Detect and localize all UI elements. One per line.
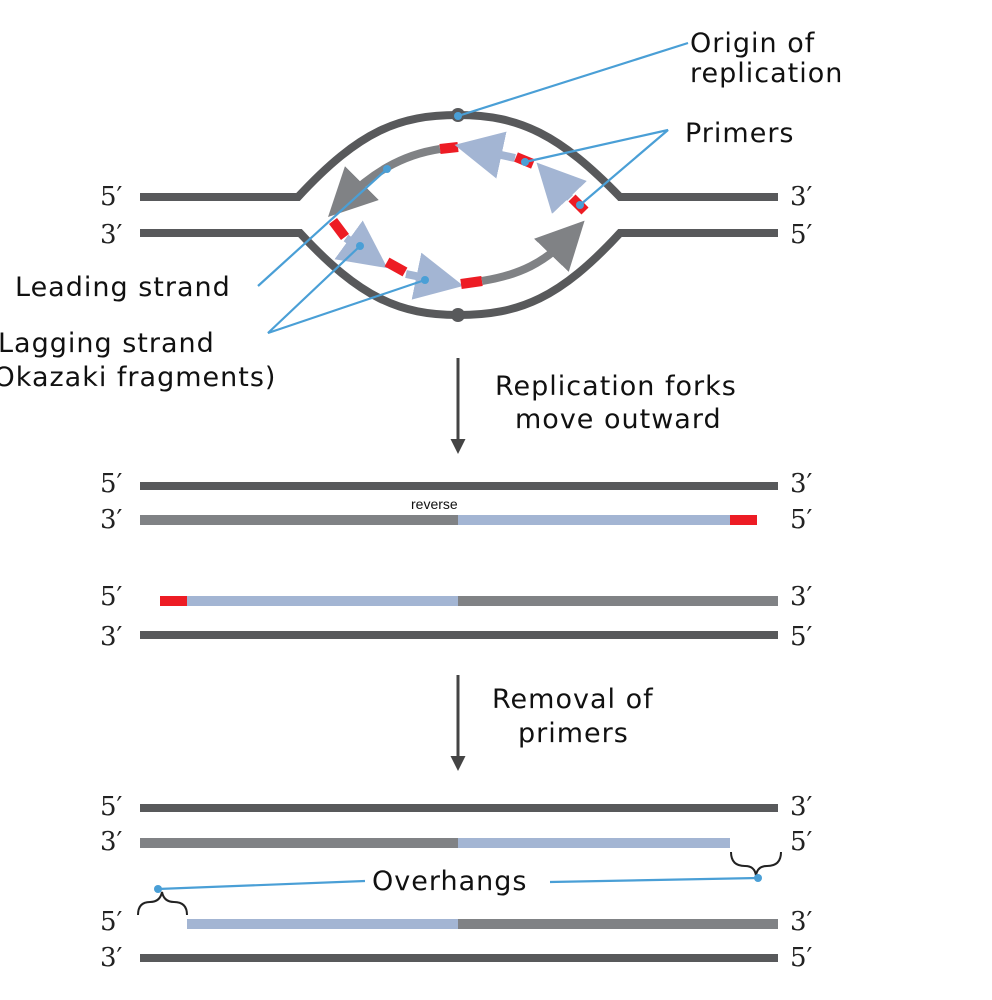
primer [439,142,459,154]
leading-strand-right [481,220,585,285]
callout-dot [356,242,364,250]
primer [329,218,349,240]
end-label: 5′ [100,182,123,212]
callout-dot [576,201,584,209]
origin-label: Origin of [690,28,816,59]
leading-strand-left [328,145,441,217]
end-label: 5′ [100,792,123,822]
end-label: 5′ [100,469,123,499]
primers-callout-line [524,128,669,206]
origin-dot-bottom [451,308,465,322]
callout-dot [521,158,529,166]
end-label: 3′ [790,792,813,822]
overhangs-callout-line [157,879,366,891]
reverse-label: reverse [411,496,458,512]
daughter-duplexes [140,482,778,639]
okazaki-fragment [536,162,587,214]
step-label: Removal of [492,684,654,715]
end-label: 3′ [790,182,813,212]
okazaki-fragment [454,131,516,179]
end-label: 3′ [100,622,123,652]
end-label: 3′ [100,827,123,857]
origin-label: replication [690,58,843,89]
end-label: 5′ [790,220,813,250]
end-label: 3′ [790,907,813,937]
callout-dot [154,885,162,893]
overhangs-callout-line [549,876,759,884]
replication-bubble [140,41,778,335]
end-label: 3′ [100,220,123,250]
callout-dot [383,165,391,173]
duplexes-after-primer-removal [137,804,782,962]
end-label: 5′ [790,505,813,535]
leading-callout-line [257,168,388,287]
end-label: 3′ [100,943,123,973]
end-label: 5′ [100,907,123,937]
callout-dot [754,874,762,882]
step-label: Replication forks [495,371,737,402]
end-label: 3′ [790,582,813,612]
overhang-brace [730,851,782,877]
parental-strand-top [140,110,778,201]
lagging-strand-label: Lagging strand [0,328,215,359]
origin-callout-line [457,41,689,118]
callout-dot [421,276,429,284]
primers-label: Primers [685,118,795,149]
overhang-brace [137,891,188,916]
primer [460,276,483,289]
step-label: primers [518,718,629,749]
end-label: 5′ [790,622,813,652]
okazaki-label: (Okazaki fragments) [0,362,276,393]
end-label: 5′ [100,582,123,612]
leading-strand-label: Leading strand [15,272,231,303]
overhangs-label: Overhangs [372,866,527,897]
step-label: move outward [515,404,722,435]
parental-strand-bottom [140,229,778,320]
end-label: 5′ [790,827,813,857]
primer [384,257,408,277]
end-label: 3′ [790,469,813,499]
callout-dot [454,112,462,120]
lagging-callout-line [267,245,426,335]
end-label: 3′ [100,505,123,535]
end-label: 5′ [790,943,813,973]
